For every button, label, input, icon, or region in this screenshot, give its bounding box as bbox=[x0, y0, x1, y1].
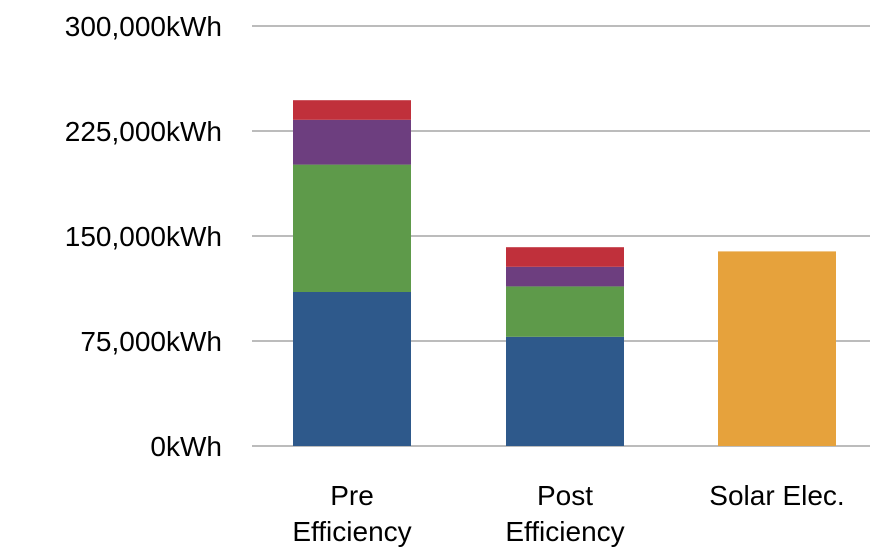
y-axis-tick-labels: 0kWh 75,000kWh 150,000kWh 225,000kWh 300,000… bbox=[65, 11, 222, 462]
y-tick-label: 150,000kWh bbox=[65, 221, 222, 252]
bar-segment bbox=[293, 119, 411, 165]
bar-segment bbox=[506, 247, 624, 267]
x-category-label: Solar Elec. bbox=[709, 480, 844, 511]
x-category-label: Pre Efficiency bbox=[292, 480, 411, 547]
y-tick-label: 0kWh bbox=[150, 431, 222, 462]
bar-segment bbox=[293, 292, 411, 446]
bar-segment bbox=[506, 336, 624, 446]
bar-segment bbox=[718, 251, 836, 446]
bar-segment bbox=[506, 266, 624, 287]
x-axis-category-labels: Pre Efficiency Post Efficiency Solar Elec. bbox=[292, 480, 844, 547]
bar-segment bbox=[293, 100, 411, 120]
y-tick-label: 75,000kWh bbox=[80, 326, 222, 357]
x-category-label: Post Efficiency bbox=[505, 480, 624, 547]
bar-segment bbox=[293, 164, 411, 292]
bar-segment bbox=[506, 286, 624, 337]
y-tick-label: 300,000kWh bbox=[65, 11, 222, 42]
y-tick-label: 225,000kWh bbox=[65, 116, 222, 147]
bars bbox=[293, 100, 836, 446]
